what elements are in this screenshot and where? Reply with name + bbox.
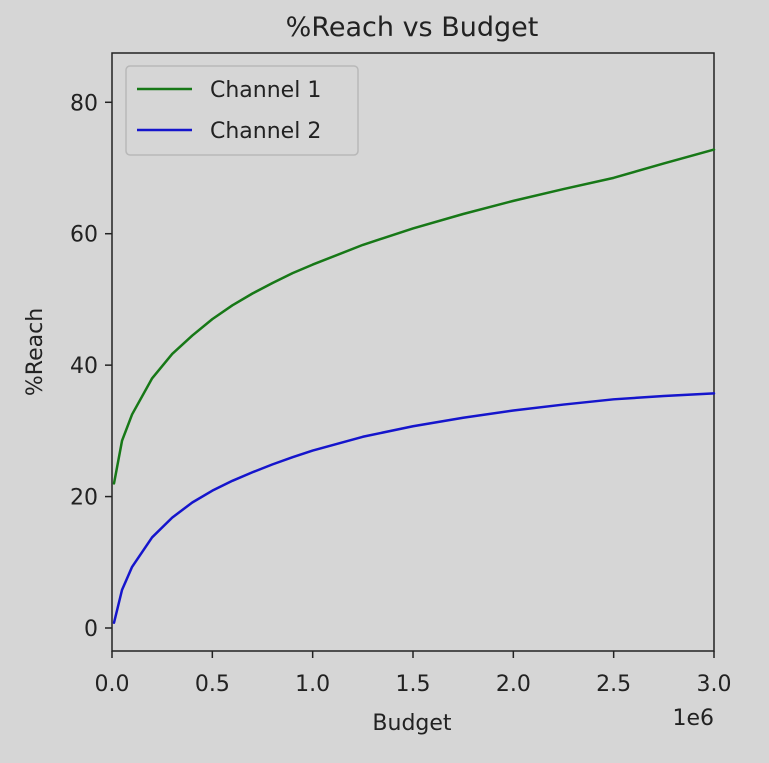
x-axis-ticks: 0.0 0.5 1.0 1.5 2.0 2.5 3.0 <box>95 651 732 697</box>
x-tick-label: 0.5 <box>195 672 230 697</box>
x-axis-label: Budget <box>372 711 452 736</box>
legend: Channel 1 Channel 2 <box>125 65 359 156</box>
series-line-channel-2 <box>112 392 716 624</box>
x-tick-label: 1.0 <box>295 672 330 697</box>
y-tick-label: 40 <box>70 354 98 379</box>
series-layer <box>112 148 716 624</box>
legend-label-channel-2: Channel 2 <box>210 119 321 144</box>
series-line-channel-1 <box>112 148 716 485</box>
y-tick-label: 0 <box>84 617 98 642</box>
y-tick-label: 80 <box>70 91 98 116</box>
chart-title: %Reach vs Budget <box>286 12 539 43</box>
y-axis-label: %Reach <box>23 308 48 396</box>
x-tick-label: 2.5 <box>596 672 631 697</box>
legend-label-channel-1: Channel 1 <box>210 78 321 103</box>
x-axis-offset-label: 1e6 <box>672 706 714 731</box>
x-tick-label: 1.5 <box>396 672 431 697</box>
x-tick-label: 0.0 <box>95 672 130 697</box>
y-tick-label: 20 <box>70 486 98 511</box>
x-tick-label: 3.0 <box>697 672 732 697</box>
x-tick-label: 2.0 <box>496 672 531 697</box>
y-tick-label: 60 <box>70 223 98 248</box>
y-axis-ticks: 0 20 40 60 80 <box>70 91 112 642</box>
